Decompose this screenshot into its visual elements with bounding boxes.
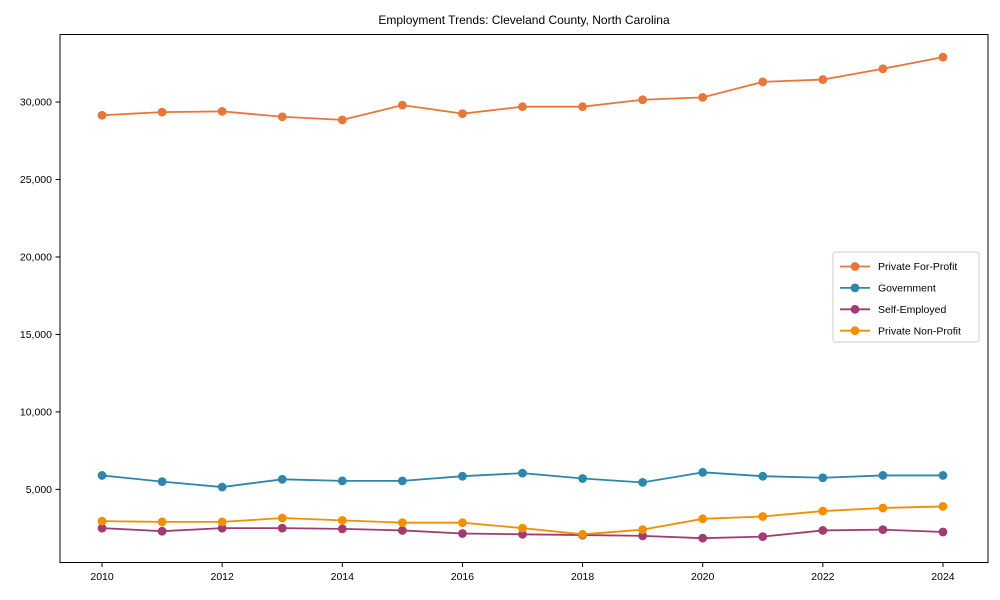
data-point-self-employed xyxy=(938,527,948,537)
data-point-private-for-profit xyxy=(758,77,768,87)
data-point-private-non-profit xyxy=(518,523,527,533)
x-tick-label: 2012 xyxy=(210,571,234,583)
data-point-private-for-profit xyxy=(337,115,347,125)
legend-label-private-non-profit: Private Non-Profit xyxy=(878,325,961,337)
data-point-private-for-profit xyxy=(578,102,587,112)
data-point-government xyxy=(698,467,708,477)
data-point-private-for-profit xyxy=(938,52,948,62)
data-point-self-employed xyxy=(217,523,227,533)
y-tick-label: 15,000 xyxy=(20,329,52,341)
data-point-private-non-profit xyxy=(397,518,407,528)
data-point-government xyxy=(217,482,227,492)
y-tick-label: 25,000 xyxy=(20,174,52,186)
x-tick-label: 2020 xyxy=(691,571,715,583)
data-point-government xyxy=(818,473,828,483)
data-point-self-employed xyxy=(698,533,708,543)
data-point-government xyxy=(878,471,888,480)
data-point-private-for-profit xyxy=(638,95,648,105)
x-tick-label: 2014 xyxy=(331,571,355,583)
data-point-government xyxy=(578,474,587,483)
data-point-private-for-profit xyxy=(818,75,828,84)
data-point-private-for-profit xyxy=(277,112,287,122)
x-tick-label: 2024 xyxy=(931,571,955,583)
data-point-self-employed xyxy=(337,524,347,534)
legend-marker-private-for-profit xyxy=(850,262,860,271)
data-point-private-for-profit xyxy=(397,100,407,110)
data-point-government xyxy=(758,471,768,481)
data-point-private-for-profit xyxy=(698,93,708,102)
data-point-private-non-profit xyxy=(758,512,768,521)
legend-marker-government xyxy=(850,283,860,293)
data-point-private-for-profit xyxy=(157,107,167,117)
x-tick-label: 2022 xyxy=(811,571,835,583)
legend: Private For-Profit Government Self-Employe… xyxy=(832,251,980,343)
legend-label-private-for-profit: Private For-Profit xyxy=(878,261,957,273)
x-tick-label: 2016 xyxy=(451,571,475,583)
data-point-private-non-profit xyxy=(458,518,467,528)
chart-title: Employment Trends: Cleveland County, Nor… xyxy=(378,13,670,27)
legend-marker-private-non-profit xyxy=(850,326,860,336)
data-point-private-non-profit xyxy=(698,514,708,524)
data-point-government xyxy=(337,476,347,486)
data-point-private-for-profit xyxy=(518,102,527,112)
y-tick-label: 20,000 xyxy=(20,252,52,264)
x-tick-label: 2010 xyxy=(90,571,114,583)
data-point-private-non-profit xyxy=(878,503,888,513)
data-point-self-employed xyxy=(758,532,768,542)
data-point-government xyxy=(938,471,948,480)
data-point-private-non-profit xyxy=(818,506,828,516)
data-point-private-non-profit xyxy=(638,525,648,535)
plot-frame xyxy=(59,34,989,563)
data-point-self-employed xyxy=(277,523,287,533)
data-point-private-non-profit xyxy=(97,516,107,526)
y-tick-label: 5,000 xyxy=(26,484,52,496)
data-point-private-for-profit xyxy=(217,106,227,116)
data-point-self-employed xyxy=(818,526,828,535)
data-point-private-non-profit xyxy=(157,517,167,527)
y-tick-label: 30,000 xyxy=(20,97,52,109)
data-point-private-non-profit xyxy=(277,513,287,523)
legend-marker-self-employed xyxy=(850,304,860,314)
data-point-private-for-profit xyxy=(458,109,467,119)
data-point-government xyxy=(638,478,648,487)
legend-label-self-employed: Self-Employed xyxy=(878,304,946,316)
data-point-private-non-profit xyxy=(217,517,227,527)
data-point-government xyxy=(277,474,287,484)
legend-box xyxy=(832,251,980,343)
data-point-self-employed xyxy=(397,526,407,535)
data-point-government xyxy=(397,476,407,486)
data-point-self-employed xyxy=(878,525,888,535)
x-tick-label: 2018 xyxy=(571,571,595,583)
data-point-self-employed xyxy=(157,526,167,536)
data-point-self-employed xyxy=(518,529,527,539)
y-tick-label: 10,000 xyxy=(20,407,52,419)
data-point-private-for-profit xyxy=(878,64,888,74)
data-point-government xyxy=(518,468,527,478)
data-point-self-employed xyxy=(458,529,467,538)
data-point-private-for-profit xyxy=(97,110,107,120)
data-point-private-non-profit xyxy=(578,529,587,539)
legend-label-government: Government xyxy=(878,283,936,295)
data-point-government xyxy=(157,477,167,487)
data-point-government xyxy=(458,471,467,481)
data-point-private-non-profit xyxy=(938,502,948,511)
data-point-self-employed xyxy=(638,531,648,541)
data-point-self-employed xyxy=(97,523,107,533)
data-point-private-non-profit xyxy=(337,515,347,525)
data-point-government xyxy=(97,471,107,480)
